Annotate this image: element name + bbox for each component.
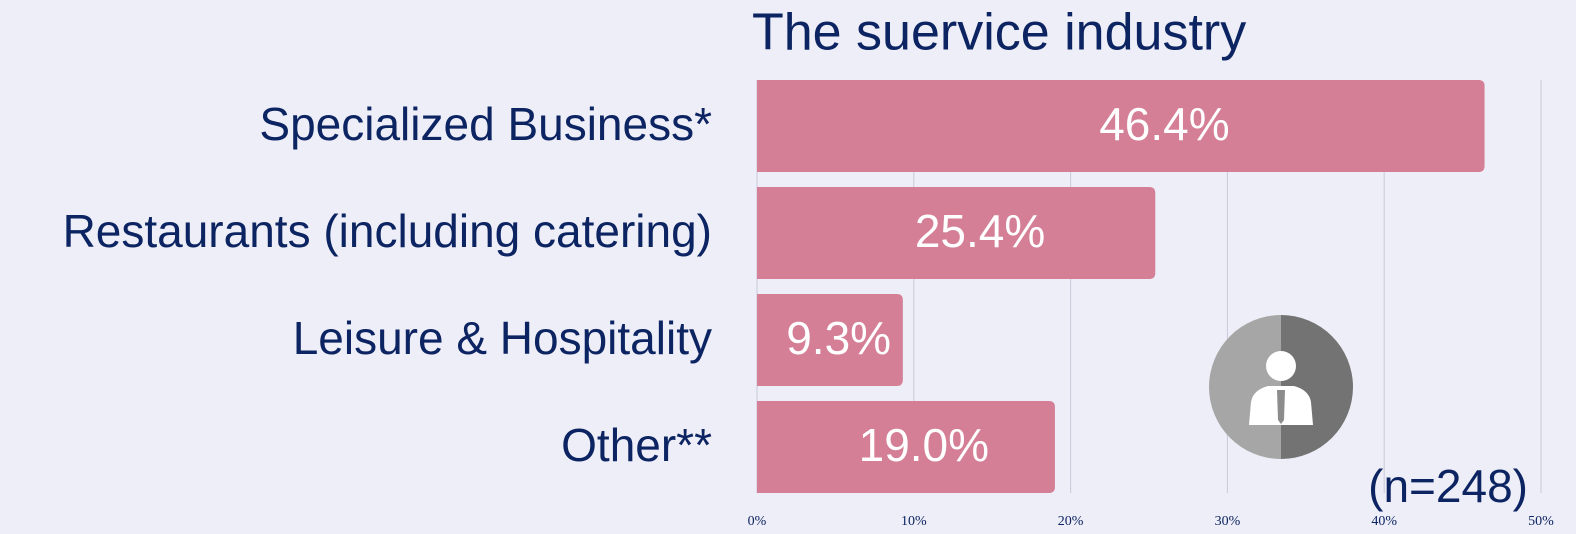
category-label: Specialized Business* <box>259 98 712 150</box>
x-tick-label: 30% <box>1215 514 1241 529</box>
bar <box>757 401 1055 493</box>
bar <box>757 187 1156 279</box>
category-label: Restaurants (including catering) <box>63 205 712 257</box>
person-icon <box>1209 315 1353 459</box>
value-label: 9.3% <box>786 312 891 364</box>
x-tick-label: 0% <box>748 514 767 529</box>
value-label: 19.0% <box>859 419 989 471</box>
value-label: 46.4% <box>1099 98 1229 150</box>
chart-title: The suervice industry <box>752 4 1246 62</box>
bar <box>757 80 1485 172</box>
category-label: Leisure & Hospitality <box>293 312 712 364</box>
bar <box>757 294 903 386</box>
annotation: (n=248) <box>1368 460 1528 512</box>
x-tick-label: 50% <box>1528 514 1554 529</box>
x-tick-label: 40% <box>1371 514 1397 529</box>
x-tick-label: 10% <box>901 514 927 529</box>
category-label: Other** <box>561 419 712 471</box>
bars: 46.4% Specialized Business* 25.4% Restauran… <box>63 80 1485 493</box>
x-tick-label: 20% <box>1058 514 1084 529</box>
value-label: 25.4% <box>915 205 1045 257</box>
icon-tie <box>1277 390 1285 424</box>
icon-head <box>1266 351 1296 381</box>
